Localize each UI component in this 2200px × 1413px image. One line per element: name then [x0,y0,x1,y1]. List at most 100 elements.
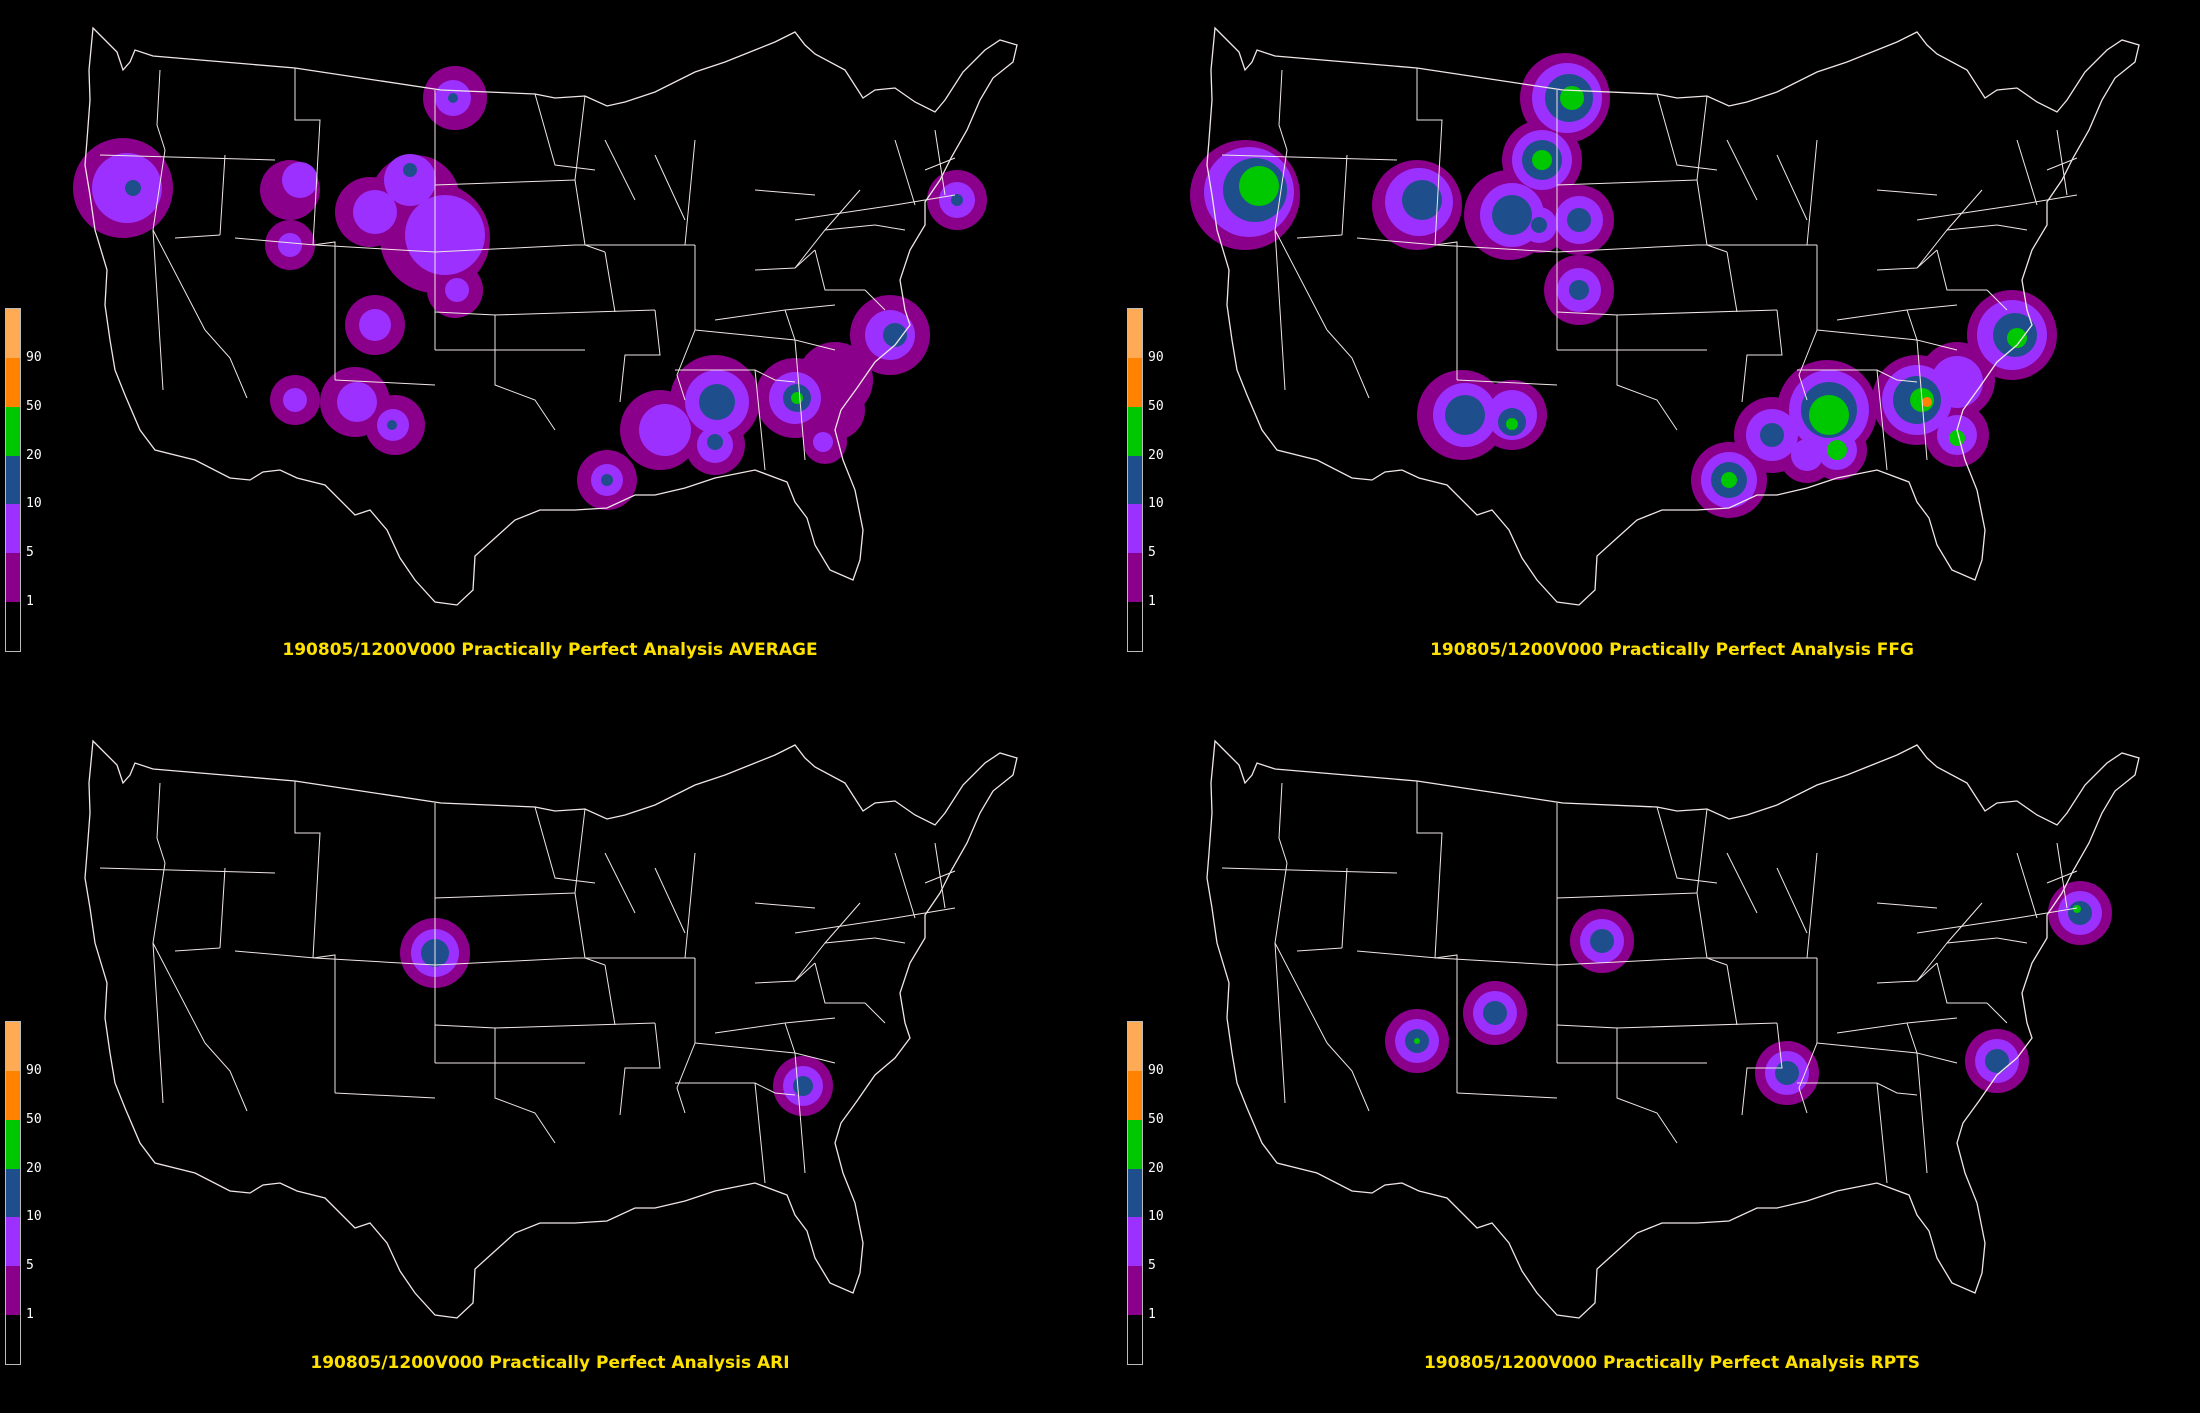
state-line [312,954,336,1093]
state-line [156,69,166,151]
state-line [1876,369,1888,471]
panel-ari: 1 5 10 20 50 90 190805/1200V000 Practically P… [0,713,1100,1413]
state-line [2016,852,2038,919]
colorbar-label: 10 [26,496,42,512]
state-line [794,917,896,934]
state-line [534,93,596,171]
state-line [1434,241,1458,380]
colorbar-label: 5 [26,1258,34,1274]
state-line [2016,194,2078,206]
state-line [675,1082,796,1096]
probability-contour [813,432,833,452]
colorbar-segment [6,1315,20,1364]
probability-contour [282,162,318,198]
state-line [1916,204,2018,221]
state-line [1946,902,1983,944]
state-line [434,179,576,186]
probability-contour [125,180,141,196]
state-line [604,251,616,313]
colorbar-segment [1128,504,1142,554]
state-line [1916,917,2018,934]
state-line [2016,139,2038,206]
colorbar-segment [1128,1022,1142,1071]
state-line [1341,867,1348,949]
colorbar-segment [6,406,20,456]
probability-contour [793,1076,813,1096]
state-line [874,224,906,231]
state-line [1274,229,1286,391]
state-line [314,957,436,966]
colorbar-segment [6,455,20,505]
state-line [1797,1082,1918,1096]
state-line [434,1024,556,1144]
coastline-border [1206,26,2140,606]
state-line [1936,962,1987,1004]
colorbar-label: 90 [26,1062,42,1078]
probability-contour [1506,418,1518,430]
state-line [1776,154,1808,221]
state-line [619,1022,661,1116]
state-line [1296,947,1343,952]
colorbar-label: 90 [26,349,42,365]
probability-contour [1492,195,1532,235]
state-line [574,95,606,253]
state-line [99,867,276,874]
state-line [1836,304,1958,321]
colorbar-segment [1128,455,1142,505]
colorbar-segment [6,1217,20,1267]
state-line [1221,867,1398,874]
state-line [1806,139,1818,246]
state-line [294,781,321,959]
colorbar-segment [6,357,20,407]
probability-contours [73,66,987,510]
state-line [1816,329,1918,341]
state-line [1278,69,1288,151]
state-line [754,369,766,471]
state-line [794,204,896,221]
colorbar-segment [1128,553,1142,603]
colorbar-label: 10 [26,1209,42,1225]
colorbar-segment [1128,1315,1142,1364]
state-line [204,329,248,399]
state-line [2056,842,2068,909]
colorbar-label: 20 [1148,1160,1164,1176]
probability-contour [1531,217,1547,233]
state-line [1806,852,1818,959]
probability-contour [1775,1061,1799,1085]
state-line [1456,1092,1558,1099]
panel-rpts: 1 5 10 20 50 90 190805/1200V000 Practically P… [1122,713,2200,1413]
probability-contour [278,233,302,257]
state-line [694,329,796,341]
state-line [1986,289,2008,311]
colorbar-segment [6,504,20,554]
state-line [1696,808,1728,966]
state-line [874,937,906,944]
colorbar-segment [6,1119,20,1169]
colorbar-segment [6,553,20,603]
colorbar-label: 5 [1148,1258,1156,1274]
state-line [1916,937,1998,982]
state-line [794,937,876,982]
state-line [1798,245,1818,401]
map-ffg [1190,26,2140,606]
state-line [1556,1024,1678,1144]
state-line [754,189,816,196]
state-line [1726,964,1738,1026]
state-line [1274,862,1328,1044]
state-line [1816,1042,1918,1054]
state-line [754,1082,766,1184]
coastline-border [84,26,1018,606]
probability-contours [400,918,833,1116]
probability-contour [883,323,907,347]
state-line [1986,1002,2008,1024]
state-line [894,907,956,919]
colorbar-label: 50 [26,1111,42,1127]
state-line [794,339,806,461]
state-line [1356,950,1438,959]
probability-contour [1922,397,1932,407]
state-line [1696,95,1728,253]
state-line [1906,309,1958,351]
state-line [2016,907,2078,919]
state-line [1797,369,1918,383]
state-line [1274,942,1286,1104]
